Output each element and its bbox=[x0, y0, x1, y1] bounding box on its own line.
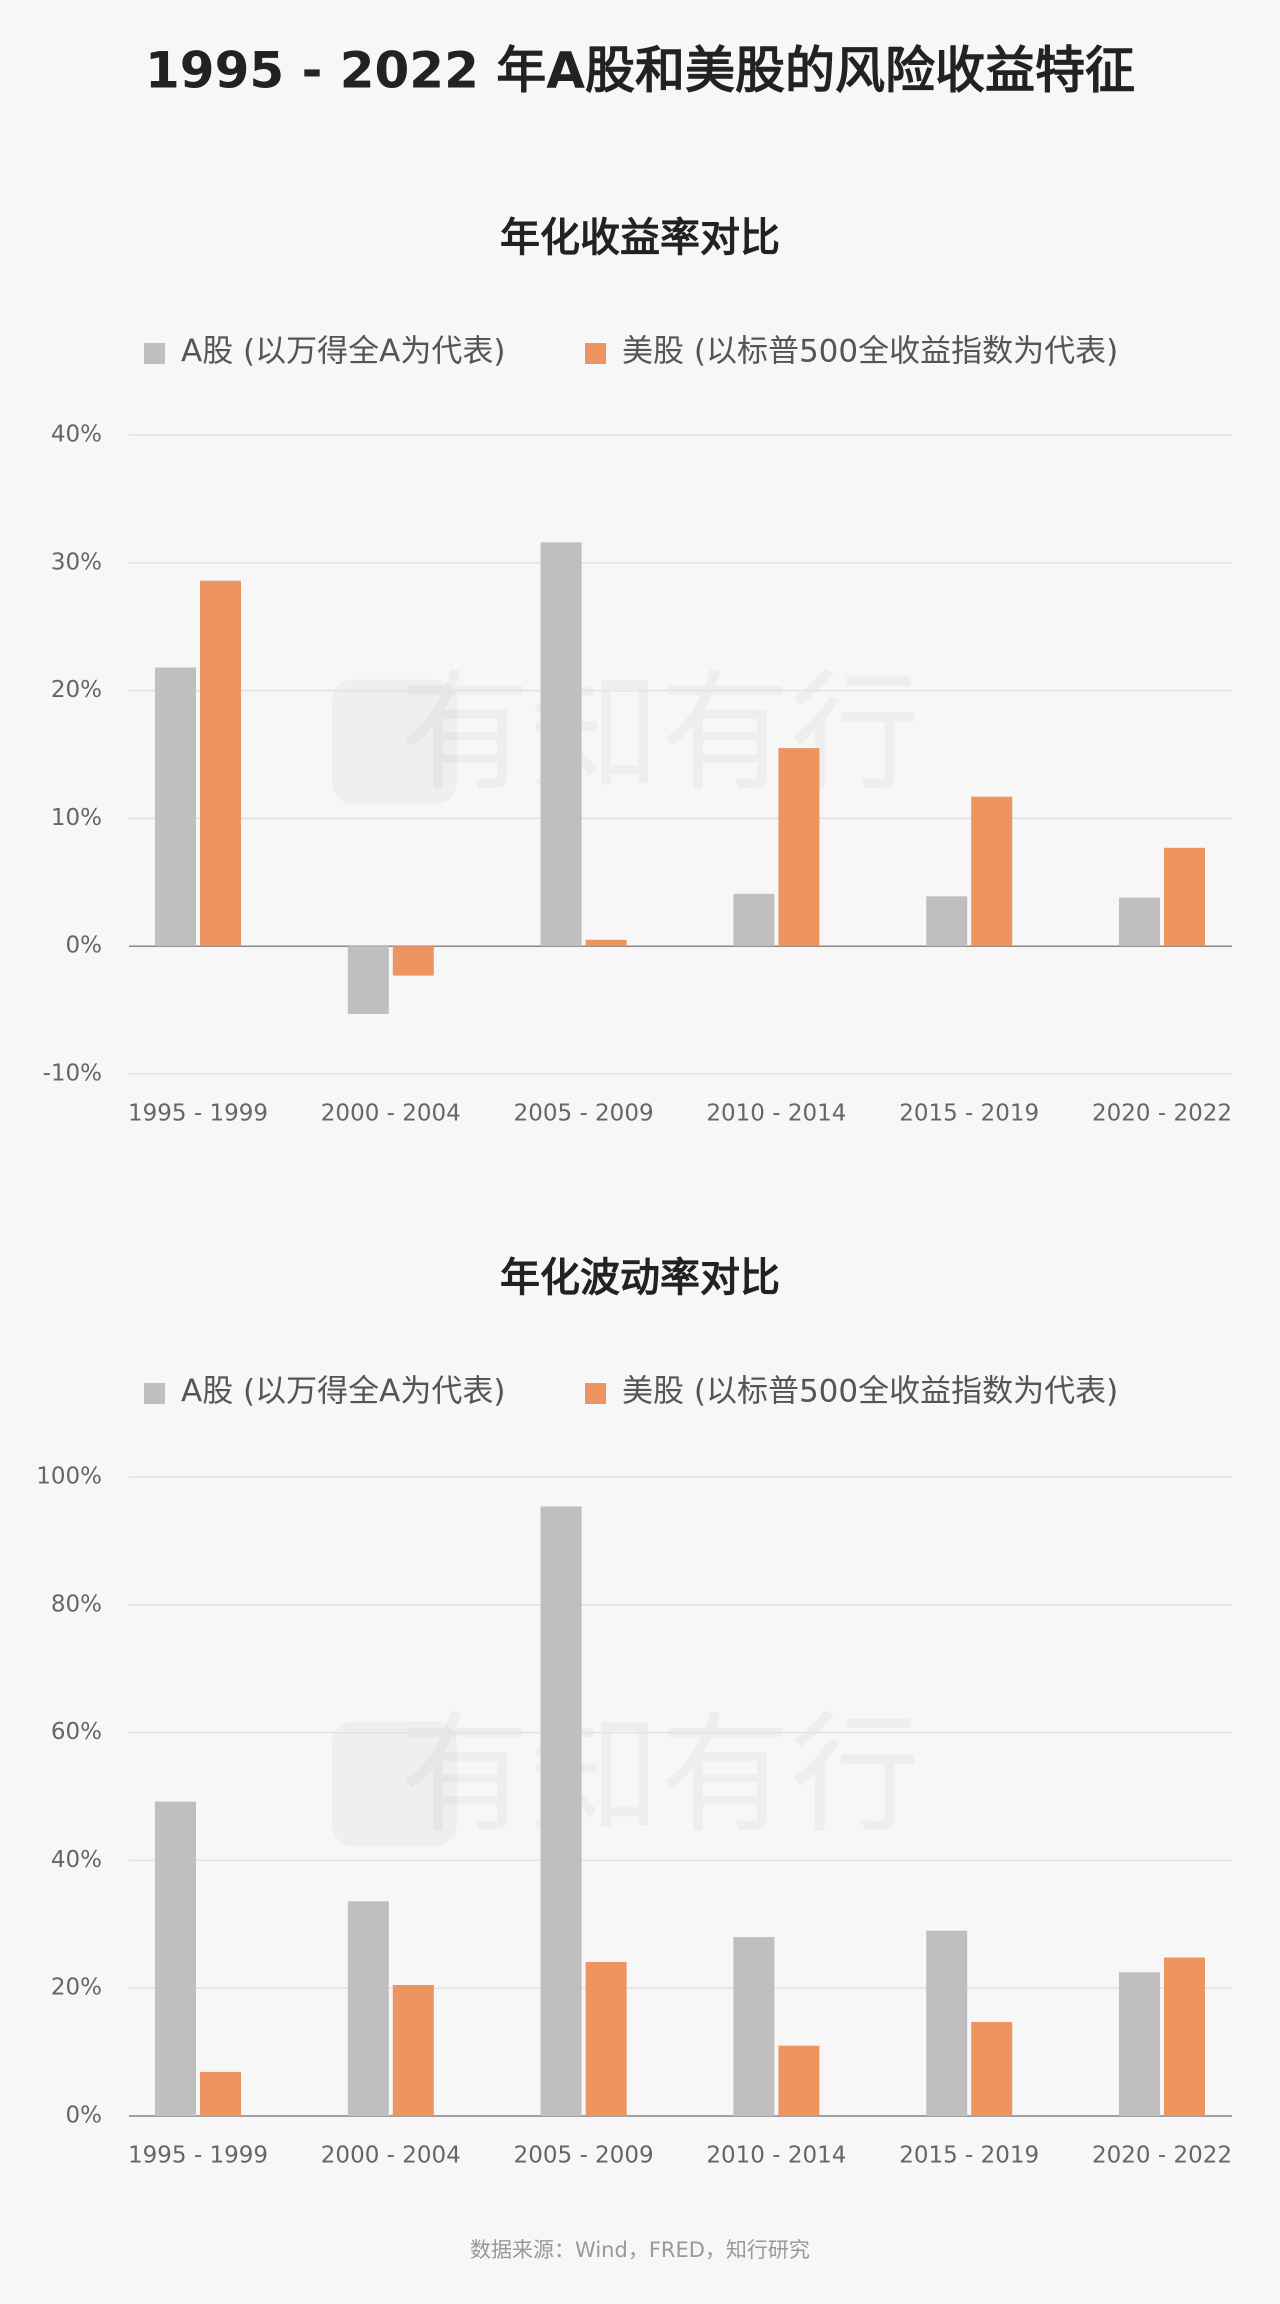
bar bbox=[971, 2022, 1013, 2116]
x-tick-label: 2005 - 2009 bbox=[514, 1101, 654, 1127]
y-tick-label: -10% bbox=[43, 1061, 102, 1087]
bar bbox=[392, 946, 434, 976]
x-tick-label: 1995 - 1999 bbox=[128, 1101, 268, 1127]
bar bbox=[971, 796, 1013, 947]
bar bbox=[540, 542, 582, 947]
x-tick-label: 2000 - 2004 bbox=[321, 1101, 461, 1127]
x-tick-label: 2020 - 2022 bbox=[1092, 1101, 1232, 1127]
legend-label: A股 (以万得全A为代表) bbox=[181, 334, 505, 370]
watermark: 有知有行 bbox=[400, 1699, 920, 1851]
watermark: 有知有行 bbox=[400, 657, 920, 809]
x-tick-label: 2005 - 2009 bbox=[514, 2143, 654, 2169]
x-tick-label: 2020 - 2022 bbox=[1092, 2143, 1232, 2169]
bar bbox=[926, 1930, 968, 2116]
legend-label: 美股 (以标普500全收益指数为代表) bbox=[622, 334, 1118, 370]
bar bbox=[733, 1937, 775, 2116]
x-tick-label: 2010 - 2014 bbox=[706, 1101, 846, 1127]
y-tick-label: 30% bbox=[51, 549, 102, 575]
x-tick-label: 2010 - 2014 bbox=[706, 2143, 846, 2169]
bar bbox=[1119, 897, 1160, 947]
legend-label: A股 (以万得全A为代表) bbox=[181, 1374, 505, 1410]
bar bbox=[585, 939, 627, 947]
bar bbox=[347, 1901, 389, 2116]
y-tick-label: 60% bbox=[51, 1719, 102, 1745]
source-note: 数据来源：Wind，FRED，知行研究 bbox=[470, 2238, 810, 2262]
chart-title: 年化波动率对比 bbox=[500, 1255, 780, 1301]
x-tick-label: 2015 - 2019 bbox=[899, 1101, 1039, 1127]
bar bbox=[1119, 1972, 1160, 2116]
bar bbox=[1164, 847, 1205, 947]
bar bbox=[200, 580, 241, 947]
chart-title: 年化收益率对比 bbox=[500, 215, 780, 261]
bar bbox=[1164, 1957, 1205, 2116]
y-tick-label: 10% bbox=[51, 805, 102, 831]
y-tick-label: 100% bbox=[36, 1464, 102, 1490]
x-tick-label: 2000 - 2004 bbox=[321, 2143, 461, 2169]
y-tick-label: 40% bbox=[51, 422, 102, 448]
bar bbox=[200, 2071, 241, 2116]
bar bbox=[347, 946, 389, 1014]
bar bbox=[778, 2045, 820, 2116]
bar bbox=[733, 893, 775, 947]
legend-swatch bbox=[144, 1383, 165, 1404]
legend-swatch bbox=[585, 343, 606, 364]
y-tick-label: 0% bbox=[66, 933, 103, 959]
x-tick-label: 2015 - 2019 bbox=[899, 2143, 1039, 2169]
legend-swatch bbox=[585, 1383, 606, 1404]
bar bbox=[778, 748, 820, 947]
y-tick-label: 20% bbox=[51, 1975, 102, 2001]
watermark-logo bbox=[332, 1722, 457, 1847]
bar bbox=[392, 1985, 434, 2116]
bar bbox=[540, 1506, 582, 2116]
y-tick-label: 0% bbox=[66, 2103, 103, 2129]
legend-label: 美股 (以标普500全收益指数为代表) bbox=[622, 1374, 1118, 1410]
legend-swatch bbox=[144, 343, 165, 364]
y-tick-label: 40% bbox=[51, 1847, 102, 1873]
y-tick-label: 80% bbox=[51, 1591, 102, 1617]
bar bbox=[585, 1962, 627, 2116]
watermark-logo bbox=[332, 680, 457, 805]
bar bbox=[155, 667, 196, 947]
x-tick-label: 1995 - 1999 bbox=[128, 2143, 268, 2169]
y-tick-label: 20% bbox=[51, 677, 102, 703]
bar bbox=[926, 896, 968, 947]
bar bbox=[155, 1801, 196, 2116]
page-title: 1995 - 2022 年A股和美股的风险收益特征 bbox=[145, 42, 1135, 100]
